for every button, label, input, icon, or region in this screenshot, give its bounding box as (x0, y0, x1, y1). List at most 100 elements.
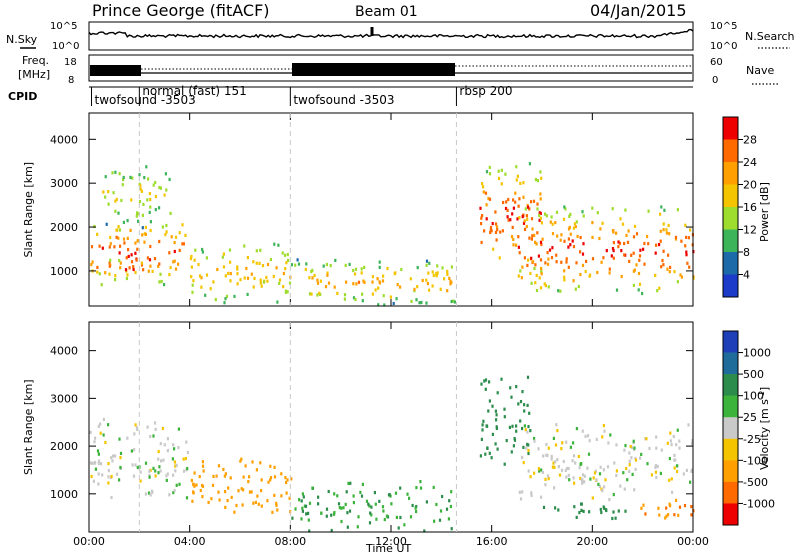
echo-cell (272, 274, 275, 279)
echo-cell (531, 227, 534, 231)
echo-cell (154, 474, 157, 478)
echo-cell (674, 235, 678, 239)
echo-cell (575, 261, 578, 265)
echo-cell (559, 289, 562, 293)
echo-cell (204, 293, 207, 297)
echo-cell (536, 179, 539, 183)
echo-cell (510, 235, 514, 239)
echo-cell (316, 278, 319, 282)
echo-cell (163, 283, 166, 287)
colorbar-swatch (723, 374, 738, 396)
echo-cell (568, 214, 571, 218)
echo-cell (581, 429, 584, 433)
echo-cell (626, 478, 629, 482)
echo-cell (505, 200, 508, 204)
frequency-panel: Freq. [MHz] 18 8 60 0 Nave (18, 54, 780, 86)
echo-cell (532, 260, 535, 264)
echo-cell (654, 251, 657, 255)
echo-cell (324, 285, 328, 289)
echo-cell (97, 424, 100, 428)
echo-cell (199, 488, 202, 493)
echo-cell (363, 265, 366, 269)
echo-cell (376, 277, 379, 281)
echo-cell (575, 220, 578, 224)
echo-cell (639, 248, 642, 252)
echo-cell (564, 207, 567, 211)
echo-cell (487, 196, 490, 201)
echo-cell (521, 455, 524, 460)
echo-cell (601, 435, 604, 439)
echo-cell (628, 463, 631, 467)
echo-cell (481, 182, 484, 186)
echo-cell (598, 236, 601, 241)
echo-cell (118, 251, 121, 255)
velocity-colorbar: 1000 500 100 25 -25 -100 -500 -1000 (722, 330, 775, 526)
echo-cell (557, 508, 560, 512)
echo-cell (419, 480, 422, 484)
echo-cell (282, 271, 285, 276)
echo-cell (521, 215, 524, 219)
colorbar-swatch (723, 252, 738, 275)
echo-cell (248, 490, 252, 494)
echo-cell (481, 214, 484, 218)
echo-cell (673, 270, 676, 274)
echo-cell (241, 503, 244, 507)
echo-cell (521, 265, 524, 269)
echo-cell (628, 451, 631, 455)
echo-cell (242, 475, 245, 479)
echo-cell (676, 280, 679, 284)
echo-cell (202, 469, 205, 473)
echo-cell (665, 506, 668, 510)
echo-cell (572, 454, 576, 458)
echo-cell (316, 281, 320, 285)
echo-cell (661, 259, 664, 263)
echo-cell (480, 216, 483, 220)
echo-cell (158, 239, 161, 244)
echo-cell (668, 502, 671, 506)
echo-cell (352, 494, 355, 498)
echo-cell (126, 273, 129, 277)
echo-cell (102, 417, 105, 421)
echo-cell (518, 251, 521, 255)
echo-cell (302, 495, 305, 499)
colorbar-label: 8 (743, 246, 750, 259)
echo-cell (333, 492, 336, 496)
echo-cell (248, 475, 251, 479)
echo-cell (102, 190, 105, 194)
echo-cell (633, 488, 636, 492)
echo-cell (560, 233, 563, 237)
echo-cell (340, 506, 343, 510)
cpid-segment-label: twofsound -3503 (95, 93, 196, 107)
echo-cell (149, 468, 152, 472)
echo-cell (261, 264, 265, 268)
echo-cell (159, 186, 162, 190)
echo-cell (591, 206, 594, 210)
echo-cell (527, 258, 530, 262)
echo-cell (205, 256, 208, 260)
echo-cell (175, 483, 178, 487)
echo-cell (359, 490, 362, 494)
echo-cell (147, 269, 150, 273)
echo-cell (130, 198, 133, 202)
echo-cell (634, 467, 637, 471)
echo-cell (515, 385, 518, 389)
echo-cell (446, 269, 449, 273)
echo-cell (582, 214, 585, 218)
colorbar-swatch (723, 274, 738, 298)
echo-cell (496, 391, 499, 395)
echo-cell (688, 265, 691, 269)
echo-cell (216, 267, 219, 272)
echo-cell (158, 262, 161, 266)
echo-cell (519, 181, 522, 185)
echo-cell (482, 190, 485, 194)
colorbar-swatch (723, 117, 738, 140)
echo-cell (450, 527, 453, 531)
echo-cell (139, 470, 142, 474)
echo-cell (544, 261, 547, 265)
echo-cell (308, 276, 311, 280)
echo-cell (450, 299, 453, 304)
echo-cell (266, 499, 269, 503)
echo-cell (135, 258, 138, 262)
echo-cell (633, 268, 636, 272)
echo-cell (99, 431, 102, 435)
